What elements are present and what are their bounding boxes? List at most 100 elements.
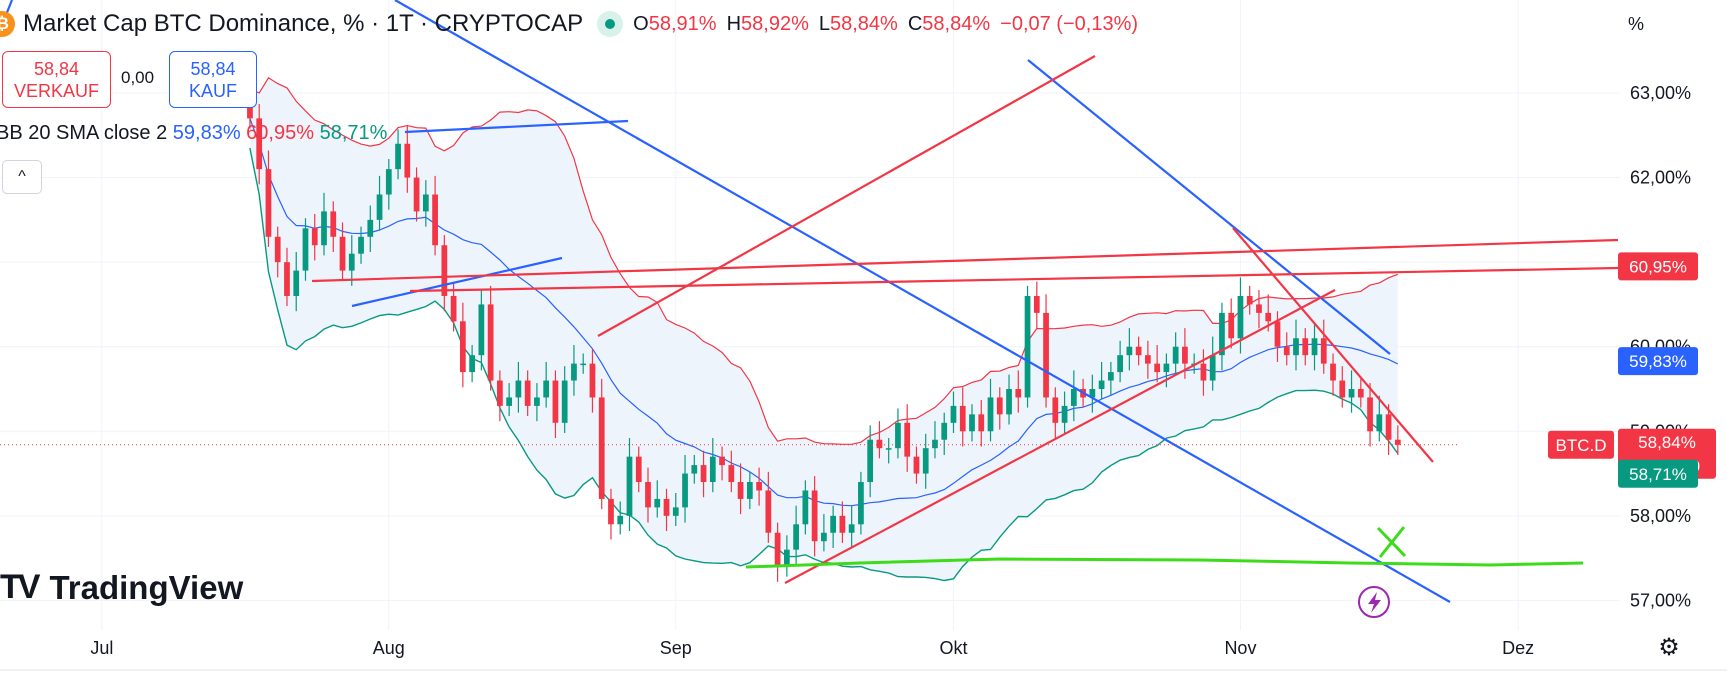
candle-body (339, 236, 346, 271)
green-support-line[interactable] (745, 557, 1584, 569)
candle-body (534, 397, 540, 406)
indicator-lower: 58,71% (319, 122, 388, 144)
candle-body (617, 515, 624, 525)
candle-body (543, 380, 550, 398)
candle-body (941, 422, 948, 440)
candle-body (552, 380, 559, 423)
bollinger-upper-line (249, 76, 1399, 445)
red-trendline[interactable] (784, 289, 1336, 584)
candle-body (432, 194, 438, 246)
time-axis[interactable]: Jul Aug Sep Okt Nov Dez (90, 638, 1534, 658)
price-label-tag (1618, 459, 1698, 488)
candle-body (848, 524, 855, 533)
blue-trendline[interactable] (351, 256, 563, 308)
candle-body (376, 194, 383, 220)
candle-body (821, 532, 827, 542)
candle-body (756, 482, 762, 491)
candle-body (904, 422, 911, 457)
candle-body (1154, 363, 1161, 373)
candle-body (858, 482, 864, 525)
symbol-tag (1548, 430, 1614, 459)
indicator-legend[interactable]: BB 20 SMA close 2 59,83% 60,95% 58,71% (0, 122, 387, 145)
ohlc-high: H58,92% (726, 12, 809, 35)
settings-icon[interactable]: ⚙ (1658, 634, 1680, 661)
candle-body (1043, 312, 1049, 398)
candle-body (330, 211, 337, 237)
candle-body (1209, 355, 1216, 381)
candles (247, 82, 1401, 582)
candle-body (1098, 380, 1105, 389)
candle-body (265, 169, 272, 237)
red-trendline[interactable] (409, 266, 1619, 293)
candle-body (783, 549, 790, 567)
candle-body (1200, 363, 1207, 381)
price-label-text: 60,95% (1629, 257, 1687, 276)
price-labels: 60,95%59,83%58,84%22:18:40BTC.D58,71% (1548, 252, 1716, 488)
candle-body (1135, 346, 1142, 356)
collapse-legend-button[interactable]: ^ (2, 160, 42, 194)
candle-body (284, 262, 290, 296)
blue-trendline[interactable] (394, 0, 1451, 603)
x-tick-label: Nov (1224, 638, 1256, 658)
blue-trendline[interactable] (404, 119, 629, 134)
price-label-tag (1618, 347, 1698, 376)
red-trendline[interactable] (311, 238, 1619, 283)
candle-body (1107, 372, 1114, 381)
candle-body (1182, 346, 1188, 364)
candle-body (746, 482, 753, 499)
lightning-icon[interactable] (1358, 586, 1390, 618)
candle-body (978, 414, 985, 432)
candle-body (922, 448, 929, 474)
symbol-title[interactable]: Market Cap BTC Dominance, % · 1T · CRYPT… (23, 10, 584, 37)
candle-body (969, 414, 975, 432)
candle-body (524, 380, 531, 406)
candle-body (1070, 388, 1077, 406)
candle-body (1089, 388, 1096, 398)
candle-body (1237, 295, 1244, 339)
candle-body (1024, 295, 1031, 398)
price-axis[interactable]: 63,00%62,00%60,00%59,00%58,00%57,00% (1630, 83, 1691, 610)
candle-body (422, 194, 429, 212)
red-trendline[interactable] (1232, 227, 1434, 463)
red-trendline[interactable] (597, 55, 1096, 337)
candle-body (367, 219, 374, 237)
spread-value: 0,00 (121, 68, 155, 87)
candle-body (959, 405, 966, 432)
candle-body (645, 482, 651, 508)
candle-body (950, 405, 957, 423)
candle-body (515, 380, 522, 398)
candle-body (1117, 355, 1123, 373)
trendline-drawings[interactable] (0, 0, 1619, 603)
candle-body (450, 295, 457, 322)
candle-body (293, 270, 300, 296)
candle-body (635, 456, 642, 483)
price-change: −0,07 (−0,13%) (1000, 12, 1139, 35)
candle-body (1219, 312, 1225, 356)
last-price-value: 58,84% (1638, 433, 1696, 452)
candle-body (1061, 405, 1068, 423)
candle-body (895, 422, 901, 449)
candle-body (1145, 355, 1151, 364)
candle-body (497, 380, 503, 406)
ohlc-close: C58,84% (907, 12, 991, 35)
candle-body (1293, 338, 1299, 356)
candle-body (1006, 388, 1012, 415)
candle-body (487, 304, 494, 381)
buy-button[interactable]: 58,84 KAUF (169, 51, 257, 108)
price-axis-unit[interactable]: % (1628, 14, 1645, 34)
market-status-icon[interactable] (597, 11, 624, 37)
ohlc-low: L58,84% (818, 12, 898, 35)
candle-body (1163, 363, 1170, 373)
y-tick-label: 62,00% (1630, 168, 1691, 188)
candle-body (719, 456, 725, 466)
blue-trendline[interactable] (1027, 59, 1391, 355)
candle-body (996, 397, 1003, 415)
indicator-basis: 59,83% (172, 122, 241, 144)
candle-body (737, 482, 744, 499)
candle-body (580, 363, 587, 366)
sell-button[interactable]: 58,84 VERKAUF (2, 51, 111, 108)
candle-body (1394, 439, 1401, 445)
price-label-text: 59,83% (1629, 352, 1687, 371)
buy-label: KAUF (188, 80, 237, 101)
